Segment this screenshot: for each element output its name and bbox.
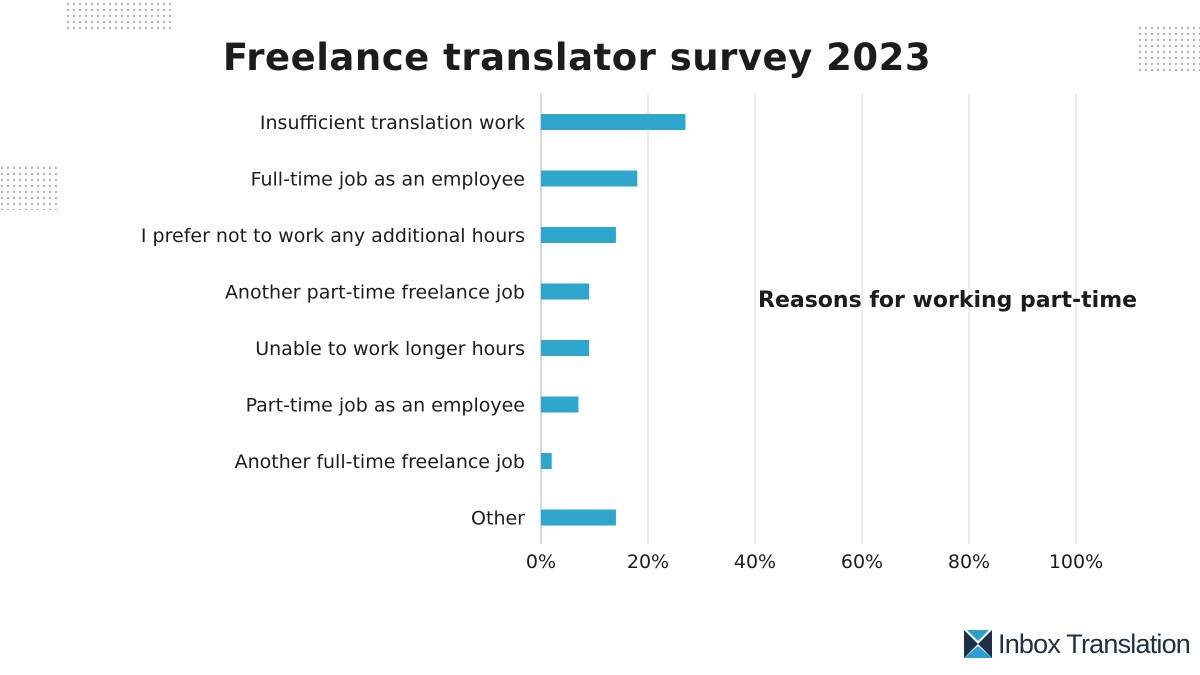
- x-tick-label: 80%: [948, 551, 990, 573]
- x-tick-label: 0%: [526, 551, 556, 573]
- decorative-dots-top-right: [1138, 26, 1200, 72]
- bar: [541, 396, 579, 413]
- category-label: Insufficient translation work: [260, 112, 525, 134]
- category-label: Another part-time freelance job: [225, 282, 525, 304]
- x-tick-label: 40%: [734, 551, 776, 573]
- bar: [541, 283, 590, 300]
- bar: [541, 509, 616, 526]
- x-tick-label: 20%: [627, 551, 669, 573]
- bar: [541, 340, 590, 356]
- bar: [541, 227, 616, 243]
- chart-title: Freelance translator survey 2023: [222, 36, 932, 79]
- x-tick-label: 100%: [1049, 551, 1103, 573]
- bar-chart: 0% 20% 40% 60% 80% 100% Insufficient translati…: [141, 94, 1103, 573]
- decorative-dots-left: [0, 166, 58, 210]
- envelope-icon: [964, 630, 992, 658]
- x-tick-label: 60%: [841, 551, 883, 573]
- category-label: Another full-time freelance job: [235, 451, 525, 473]
- category-label: Unable to work longer hours: [255, 338, 525, 360]
- category-label: Full-time job as an employee: [251, 169, 525, 191]
- logo-text: Inbox Translation: [998, 629, 1191, 659]
- brand-logo: Inbox Translation: [964, 628, 1191, 660]
- decorative-dots-top-left: [66, 2, 172, 30]
- category-label: Part-time job as an employee: [246, 395, 525, 417]
- bar: [541, 170, 638, 187]
- bar: [541, 453, 552, 469]
- bar: [541, 114, 686, 130]
- chart-subtitle: Reasons for working part-time: [758, 288, 1138, 313]
- category-label: I prefer not to work any additional hour…: [141, 225, 525, 247]
- category-label: Other: [471, 508, 525, 530]
